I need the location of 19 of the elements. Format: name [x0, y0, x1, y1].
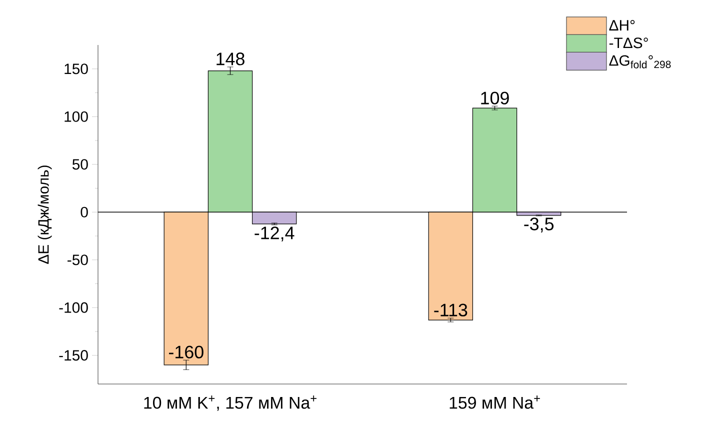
legend-label: ΔG$_{fold}$°$_{298}$ — [609, 55, 671, 68]
data-label: -3,5 — [524, 218, 554, 232]
x-tick-label: 10 мМ K$^{+}$, 157 мМ Na$^{+}$ — [144, 396, 316, 411]
y-axis-title: ΔE (кДж/моль) — [38, 166, 52, 264]
y-tick-label: -150 — [59, 350, 88, 361]
y-tick-label: 150 — [64, 64, 88, 74]
x-tick-label: 159 мМ Na$^{+}$ — [450, 396, 540, 409]
y-tick-label: -50 — [68, 254, 88, 266]
y-tick-label: -100 — [59, 302, 88, 313]
y-tick-label: 0 — [80, 206, 88, 218]
legend-label: ΔH° — [609, 20, 635, 30]
y-tick-label: 50 — [72, 159, 88, 170]
data-label: -160 — [169, 346, 204, 358]
data-label: 109 — [481, 92, 509, 104]
data-label: -113 — [434, 304, 468, 316]
data-label: 148 — [216, 52, 244, 66]
data-label: -12,4 — [254, 226, 294, 242]
y-tick-label: 100 — [64, 111, 88, 122]
legend-label: -TΔS° — [609, 38, 648, 48]
